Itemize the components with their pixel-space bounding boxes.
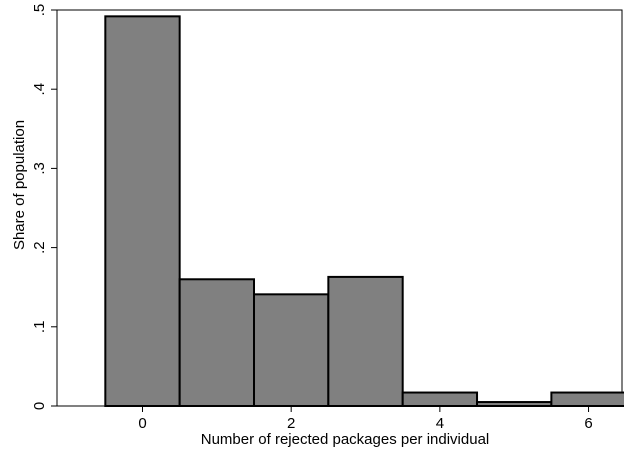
y-axis-title: Share of population	[11, 120, 28, 250]
x-axis: 0 2 4 6	[138, 406, 593, 432]
bar-6	[550, 391, 624, 408]
y-tick-label: .3	[31, 162, 48, 175]
y-tick-label: .4	[31, 83, 48, 96]
bars-group	[104, 15, 624, 408]
bar-2	[253, 293, 330, 407]
x-tick-label: 4	[436, 415, 444, 432]
bar-0	[104, 15, 181, 408]
bar-4	[401, 391, 479, 408]
y-tick-label: 0	[31, 402, 48, 410]
x-tick-label: 0	[138, 415, 146, 432]
bar-5	[476, 401, 553, 408]
bar-1	[178, 278, 256, 407]
x-axis-title: Number of rejected packages per individu…	[201, 431, 490, 448]
x-tick-label: 2	[287, 415, 295, 432]
y-axis: 0 .1 .2 .3 .4 .5	[31, 4, 57, 410]
y-tick-label: .1	[31, 321, 48, 334]
y-tick-label: .2	[31, 241, 48, 254]
x-tick-label: 6	[584, 415, 592, 432]
y-tick-label: .5	[31, 4, 48, 17]
bar-3	[327, 275, 404, 407]
